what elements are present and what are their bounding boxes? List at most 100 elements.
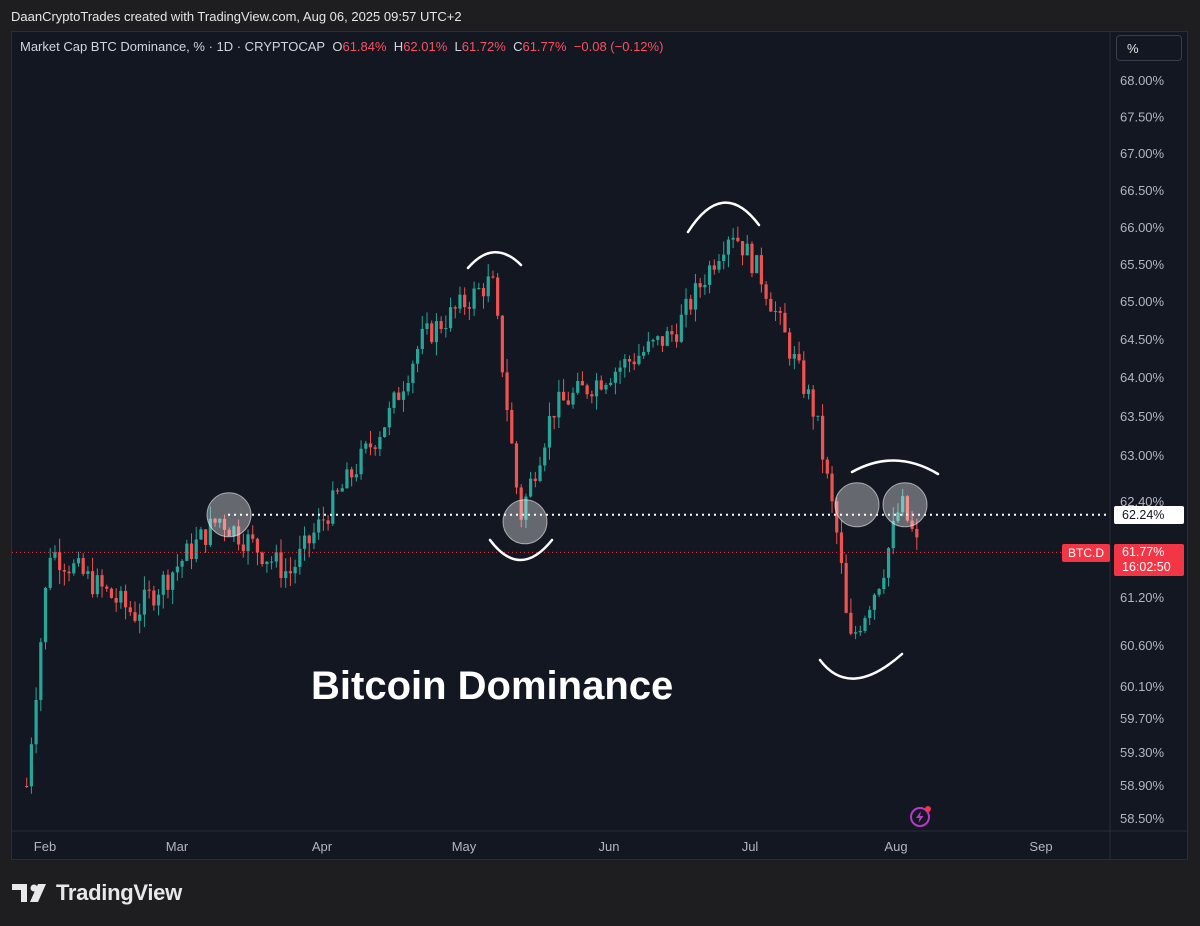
candle-body <box>345 469 349 489</box>
candle-body <box>849 612 853 634</box>
candle-body <box>707 265 712 285</box>
candle-body <box>844 563 848 613</box>
candle-body <box>910 520 914 529</box>
tradingview-logo[interactable]: TradingView <box>12 880 182 906</box>
y-tick-label: 67.50% <box>1120 110 1165 125</box>
candle-body <box>39 642 43 700</box>
candle-body <box>397 392 401 400</box>
annotation-arc <box>850 459 940 476</box>
level-touch-circle <box>882 482 928 528</box>
alert-flash-icon[interactable] <box>908 805 932 829</box>
candle-body <box>241 544 245 552</box>
candle-body <box>533 478 537 481</box>
candle-body <box>53 552 57 558</box>
candle-body <box>288 571 293 574</box>
candle-body <box>269 561 274 563</box>
candle-body <box>401 391 406 400</box>
candle-body <box>255 538 260 553</box>
candle-body <box>627 358 632 362</box>
candle-body <box>821 415 825 460</box>
candle-body <box>543 447 547 466</box>
candle-body <box>434 321 439 343</box>
candle-body <box>524 496 528 520</box>
legend-high-value: 62.01% <box>403 39 448 54</box>
candle-body <box>693 283 698 310</box>
candle-body <box>675 334 679 342</box>
candle-body <box>660 336 665 346</box>
candle-body <box>218 518 222 523</box>
legend-high-label: H <box>393 39 404 54</box>
candle-body <box>86 571 90 574</box>
candle-body <box>764 284 768 299</box>
candle-body <box>453 307 457 309</box>
candle-body <box>58 552 62 571</box>
candle-body <box>25 786 29 787</box>
candle-body <box>138 614 142 621</box>
chart-panel[interactable] <box>11 31 1188 860</box>
candle-body <box>213 518 217 523</box>
x-tick-label: Mar <box>166 839 189 854</box>
candle-body <box>152 590 156 606</box>
y-tick-label: 64.50% <box>1120 332 1165 347</box>
candle-body <box>891 520 895 549</box>
legend-symbol: Market Cap BTC Dominance, % · 1D · CRYPT… <box>20 39 326 54</box>
candle-body <box>72 563 76 574</box>
y-tick-label: 62.40% <box>1120 494 1165 509</box>
candle-body <box>656 336 660 340</box>
candle-body <box>510 410 514 444</box>
candle-body <box>901 496 905 513</box>
ohlc-legend: Market Cap BTC Dominance, % · 1D · CRYPT… <box>20 39 663 54</box>
candle-body <box>420 328 424 349</box>
candle-body <box>877 589 881 595</box>
candle-body <box>552 415 556 418</box>
candle-body <box>222 518 227 530</box>
candle-body <box>284 571 288 579</box>
candle-body <box>472 288 476 309</box>
unit-selector-button[interactable]: % <box>1116 35 1182 61</box>
candle-body <box>590 394 594 397</box>
candle-body <box>383 427 387 437</box>
candle-body <box>496 277 500 316</box>
candle-body <box>340 488 344 492</box>
candle-body <box>703 284 707 288</box>
candle-body <box>651 339 655 342</box>
candle-body <box>481 288 486 297</box>
level-price-tag: 62.24% <box>1114 506 1184 524</box>
candle-body <box>689 298 693 310</box>
candle-body <box>246 534 250 552</box>
candle-body <box>189 543 194 560</box>
y-tick-label: 66.00% <box>1120 220 1165 235</box>
candle-body <box>505 372 509 411</box>
candle-body <box>915 528 919 538</box>
candle-body <box>251 534 255 539</box>
candle-body <box>830 473 834 502</box>
candle-body <box>740 241 745 256</box>
candle-body <box>802 360 806 394</box>
candle-body <box>585 385 589 395</box>
candle-body <box>161 574 165 595</box>
candle-body <box>896 512 900 521</box>
x-tick-label: Jun <box>599 839 620 854</box>
candle-body <box>642 351 646 356</box>
candle-body <box>670 331 674 335</box>
candle-body <box>81 558 85 574</box>
x-tick-label: Aug <box>884 839 907 854</box>
candle-body <box>109 588 114 598</box>
annotation-arc <box>466 251 523 270</box>
candle-body <box>67 571 71 574</box>
attribution-text: DaanCryptoTrades created with TradingVie… <box>11 9 462 24</box>
y-tick-label: 58.50% <box>1120 811 1165 826</box>
candle-body <box>171 572 175 590</box>
candle-body <box>425 323 429 329</box>
candle-body <box>439 321 443 329</box>
candle-body <box>618 367 622 372</box>
candle-body <box>279 552 283 579</box>
candle-body <box>679 314 683 342</box>
legend-low-value: 61.72% <box>461 39 506 54</box>
candle-body <box>788 332 792 359</box>
candle-body <box>519 487 523 520</box>
candle-body <box>368 443 373 448</box>
candle-body <box>547 415 552 448</box>
y-tick-label: 68.00% <box>1120 73 1165 88</box>
